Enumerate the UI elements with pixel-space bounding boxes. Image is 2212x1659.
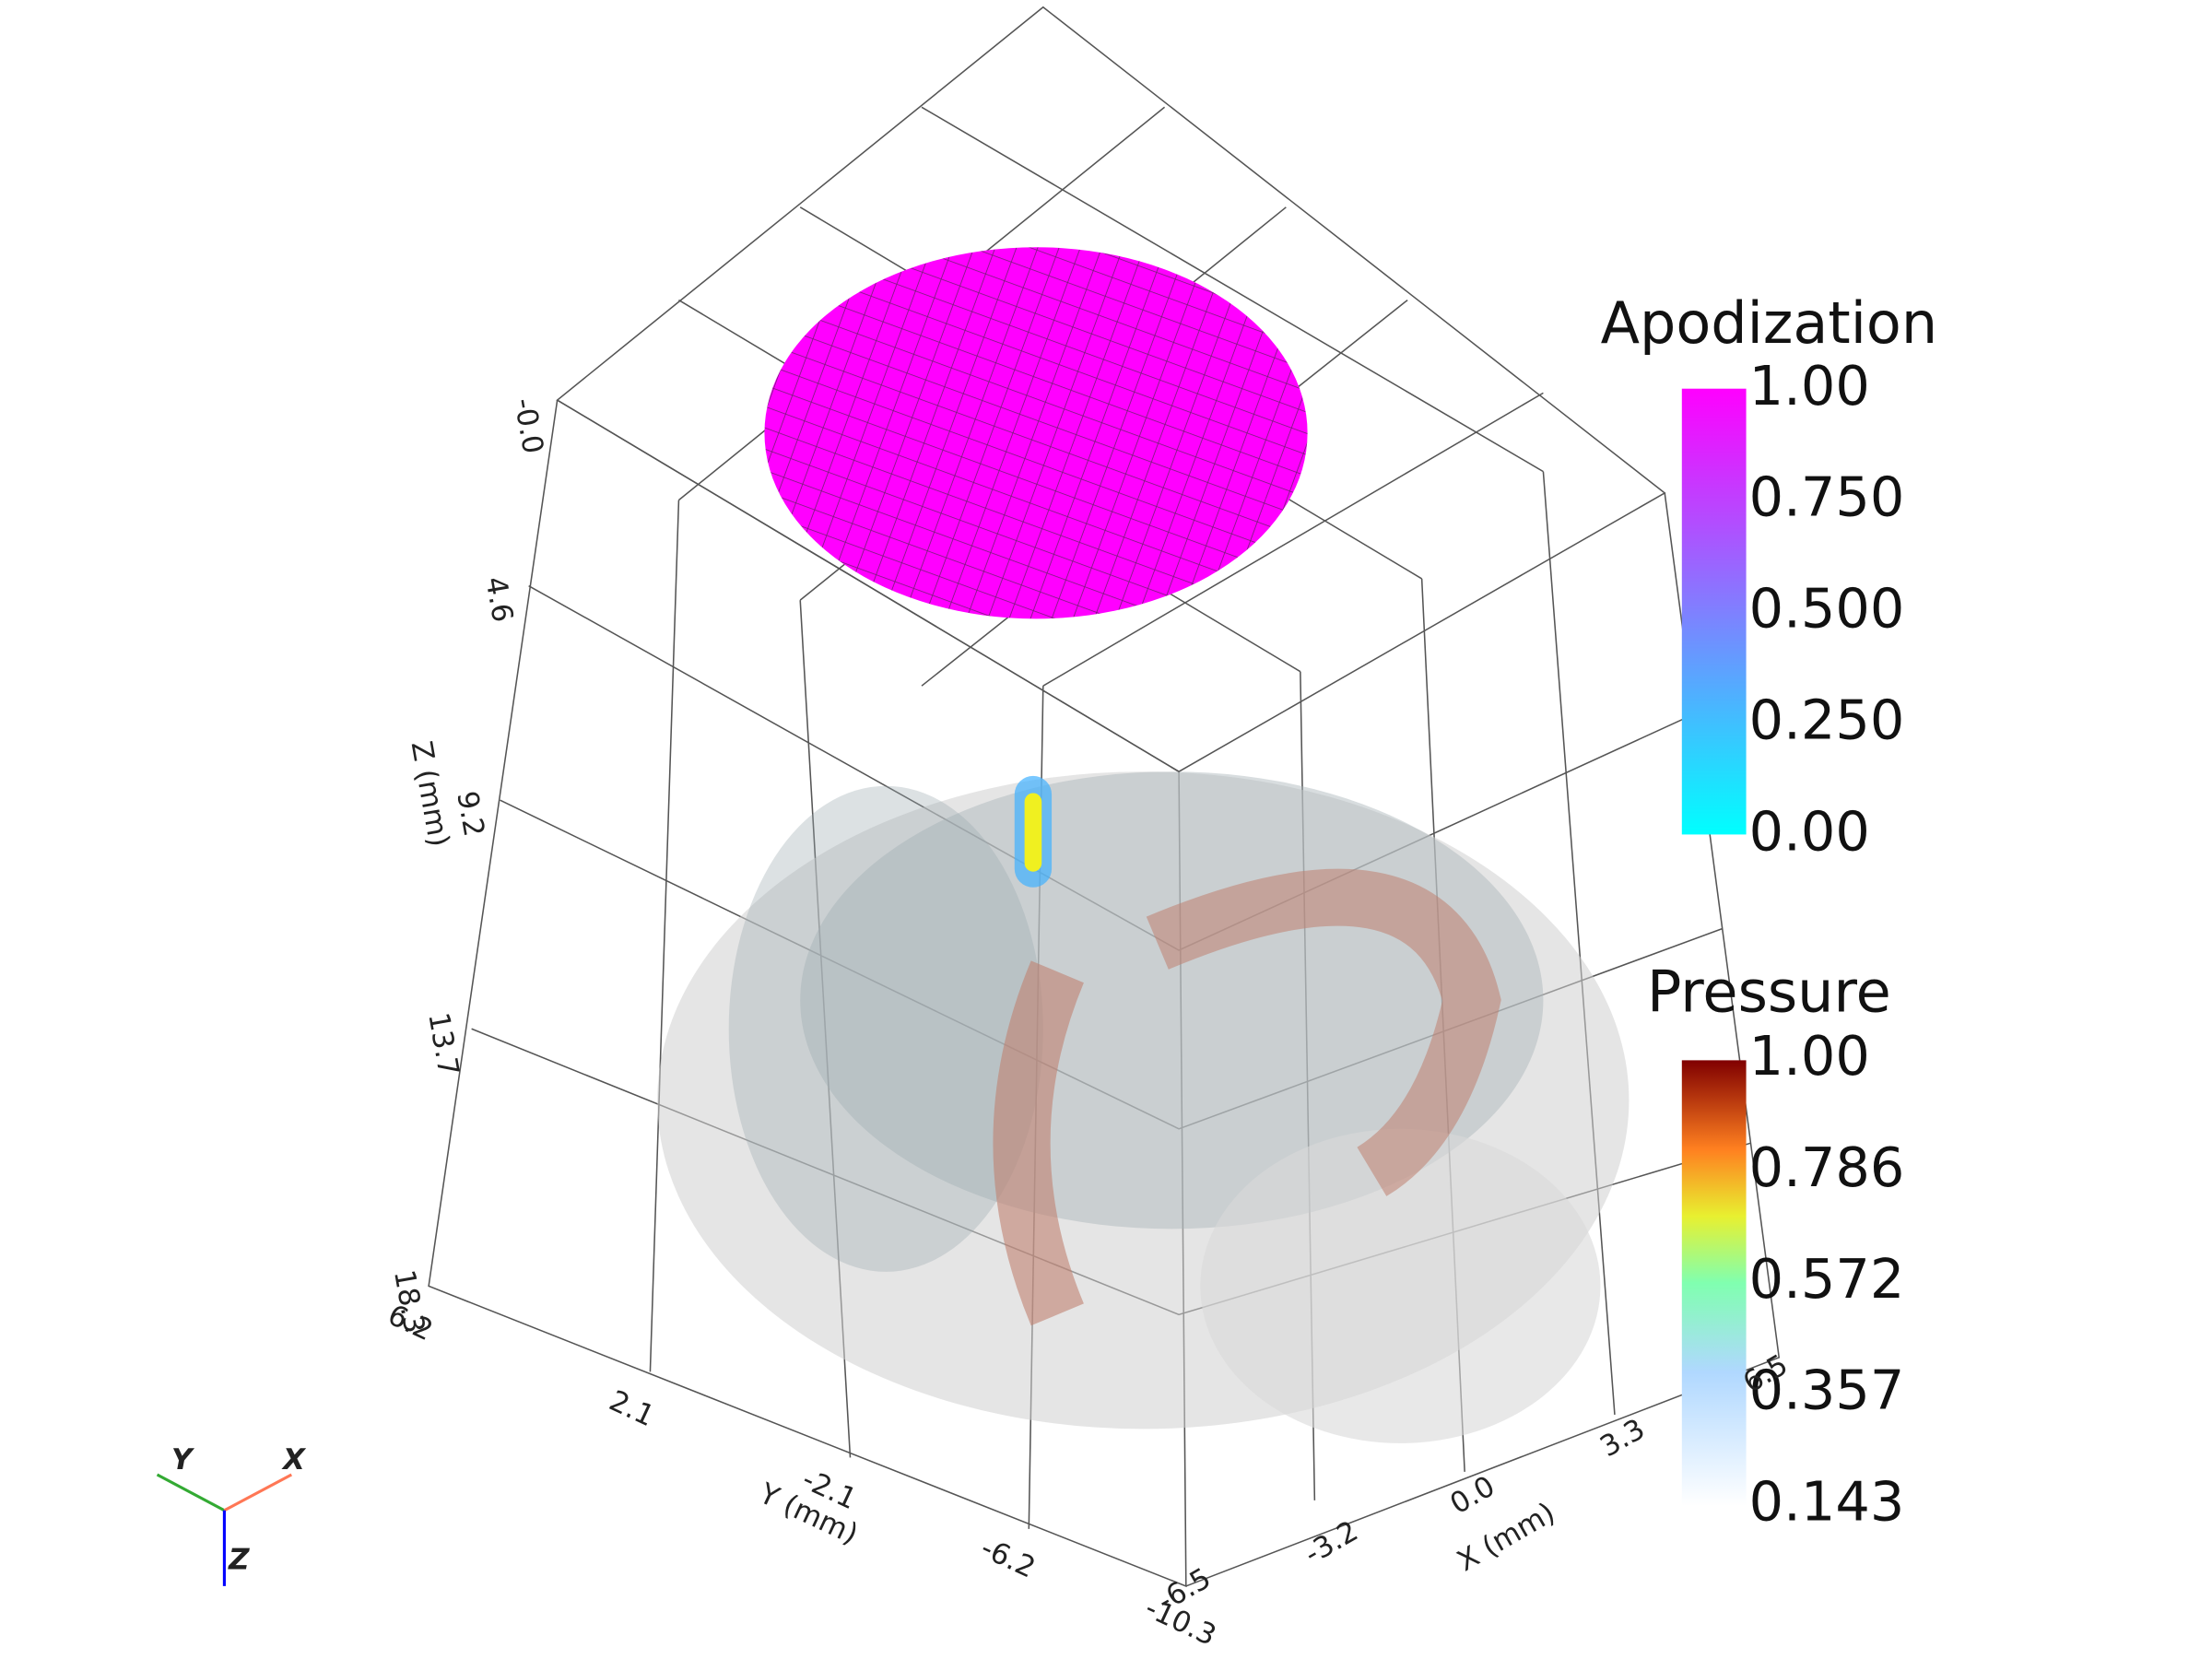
z-tick-label: 13.7 bbox=[421, 1010, 465, 1078]
x-tick-label: 0.0 bbox=[1444, 1470, 1500, 1522]
orientation-axes bbox=[156, 1473, 293, 1586]
colorbar-tick: 0.143 bbox=[1749, 1470, 1905, 1534]
colorbar-tick: 0.500 bbox=[1749, 577, 1905, 641]
colorbar-tick: 0.750 bbox=[1749, 465, 1905, 529]
y-tick-label: -6.2 bbox=[976, 1531, 1041, 1584]
colorbar-title: Apodization bbox=[1601, 289, 1938, 357]
x-tick-label: -3.2 bbox=[1299, 1514, 1363, 1571]
orientation-label: Y bbox=[171, 1443, 195, 1477]
x-tick-label: 3.3 bbox=[1594, 1412, 1651, 1464]
axis-title: Z (mm) bbox=[405, 738, 456, 849]
brain bbox=[657, 771, 1630, 1443]
transducer bbox=[764, 247, 1308, 619]
colorbar-tick: 0.00 bbox=[1749, 799, 1870, 863]
orientation-label: Z bbox=[228, 1543, 250, 1576]
colorbar-tick: 0.572 bbox=[1749, 1247, 1905, 1311]
focus-core bbox=[1024, 793, 1042, 872]
z-tick-label: 9.2 bbox=[450, 789, 490, 840]
y-tick-label: 6.2 bbox=[382, 1299, 438, 1347]
z-tick-label: 4.6 bbox=[478, 574, 519, 625]
orientation-label: X bbox=[281, 1443, 307, 1477]
y-tick-label: 2.1 bbox=[605, 1384, 660, 1433]
pressure-colorbar bbox=[1681, 1060, 1747, 1507]
colorbar-tick: 1.00 bbox=[1749, 1024, 1870, 1088]
colorbar-tick: 0.250 bbox=[1749, 688, 1905, 752]
colorbar-title: Pressure bbox=[1647, 959, 1891, 1026]
colorbar-tick: 0.357 bbox=[1749, 1359, 1905, 1422]
colorbar-tick: 1.00 bbox=[1749, 354, 1870, 418]
apodization-colorbar bbox=[1681, 388, 1747, 835]
z-tick-label: -0.0 bbox=[507, 395, 549, 456]
colorbar-tick: 0.786 bbox=[1749, 1135, 1905, 1199]
